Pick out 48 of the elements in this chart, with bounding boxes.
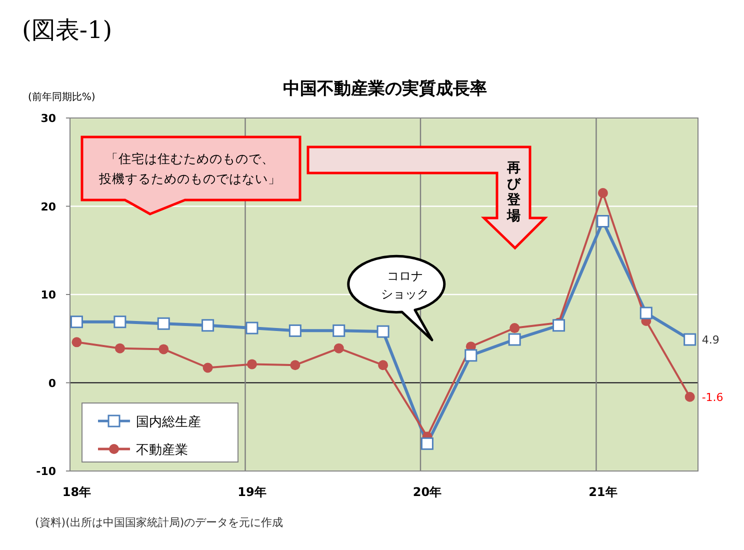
legend-label: 国内総生産 [136,414,201,430]
point [158,344,169,354]
point [596,215,610,228]
point [288,324,302,337]
x-tick-label: 18年 [62,485,92,499]
legend-label: 不動産業 [136,442,188,458]
annotation: 「住宅は住むためのもので、 [106,151,274,166]
point [334,343,344,354]
text: (資料)(出所は中国国家統計局)のデータを元に作成 [35,516,284,529]
x-tick-label: 19年 [238,485,266,499]
annotation: コロナ [387,269,423,283]
x-tick-label: 20年 [412,485,442,499]
point [508,333,521,346]
point [114,316,126,328]
annotation: 再び登場 [506,160,522,224]
point [114,343,125,354]
point [552,319,566,332]
point [640,306,652,320]
x-tick-label: 21年 [588,485,618,499]
annotation: 投機するためのものではない」 [98,171,281,186]
point [464,349,478,362]
point [598,188,608,198]
point [510,323,520,334]
y-tick-label: 10 [40,288,56,302]
point [157,317,170,330]
point [246,322,258,334]
y-tick-label: 20 [40,200,56,214]
point [202,319,214,332]
annotation: ショック [381,287,429,301]
point [72,337,82,348]
point [684,392,695,402]
point [202,362,213,373]
y-tick-label: -10 [36,465,56,478]
text: (図表-1) [22,16,112,44]
chart-title: 中国不動産業の実質成長率 [283,79,487,99]
data-label: 4.9 [702,334,720,347]
point [290,360,300,370]
point [420,437,434,450]
y-tick-label: 0 [48,376,56,390]
point [246,359,257,370]
y-axis-title: (前年同期比%) [28,91,96,103]
y-tick-label: 30 [40,112,56,125]
point [376,325,390,338]
point [684,333,696,346]
point [70,316,83,328]
point [378,360,388,370]
point [332,324,346,337]
data-label: -1.6 [702,390,724,404]
